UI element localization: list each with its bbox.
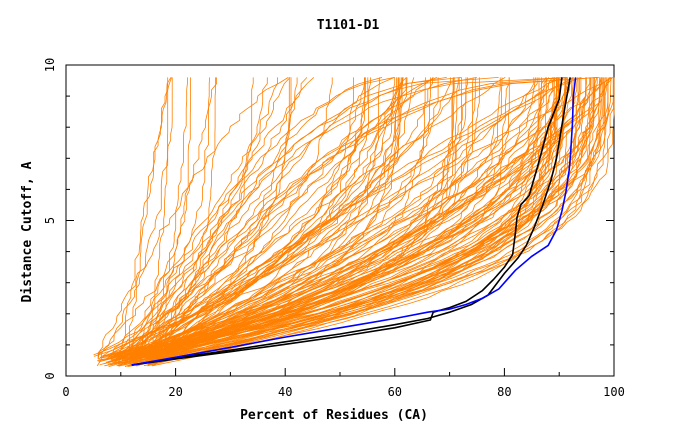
- orange-curve: [138, 77, 600, 356]
- orange-curve: [103, 77, 191, 361]
- orange-curve: [112, 77, 555, 361]
- series-line-1: [131, 77, 563, 366]
- orange-curve: [98, 77, 593, 361]
- series-line-3: [131, 77, 577, 366]
- orange-curve: [142, 77, 550, 357]
- orange-curve: [154, 77, 395, 366]
- orange-curve: [147, 77, 477, 367]
- orange-curve: [124, 77, 607, 363]
- orange-curve: [127, 77, 603, 367]
- x-tick-label: 60: [388, 385, 402, 399]
- orange-curve: [132, 77, 598, 361]
- orange-curve: [119, 77, 395, 361]
- orange-curve: [124, 77, 268, 362]
- y-tick-label: 10: [43, 58, 57, 72]
- orange-curve: [141, 77, 439, 362]
- orange-curve: [139, 77, 169, 361]
- orange-curve: [153, 77, 291, 366]
- orange-curve: [147, 77, 469, 365]
- orange-curve: [102, 77, 365, 357]
- orange-curve: [110, 77, 582, 360]
- orange-curve: [124, 77, 403, 367]
- orange-curve: [122, 77, 578, 364]
- plot-area: 0 20 40 60 80 100 0 5 10: [43, 58, 625, 399]
- y-axis-label: Distance Cutoff, A: [20, 161, 35, 302]
- orange-curve: [111, 77, 604, 364]
- orange-curve: [149, 77, 407, 362]
- orange-curve: [96, 77, 173, 367]
- orange-curve: [153, 77, 611, 360]
- orange-curve: [98, 77, 278, 358]
- x-tick-label: 80: [497, 385, 511, 399]
- y-tick-label: 5: [43, 217, 57, 224]
- orange-curve: [97, 77, 289, 360]
- orange-curve: [146, 77, 188, 357]
- orange-curve: [141, 77, 459, 361]
- orange-curve: [153, 77, 218, 365]
- orange-curve: [139, 77, 467, 357]
- orange-curve: [149, 77, 547, 358]
- orange-curve: [146, 77, 407, 357]
- orange-curve: [117, 77, 455, 367]
- orange-curve: [154, 77, 501, 360]
- orange-curve: [154, 77, 566, 361]
- orange-curve: [139, 77, 415, 362]
- orange-curve: [129, 77, 290, 361]
- orange-curve: [130, 77, 499, 359]
- orange-curve: [127, 77, 558, 363]
- orange-curve: [132, 77, 574, 358]
- orange-curve: [106, 77, 538, 360]
- orange-curve: [150, 77, 455, 359]
- orange-curve: [139, 77, 598, 358]
- x-tick-label: 40: [278, 385, 292, 399]
- orange-curve: [120, 77, 217, 366]
- orange-curve: [153, 77, 292, 366]
- orange-curve: [124, 77, 463, 361]
- orange-curve: [104, 77, 540, 367]
- orange-curve: [124, 77, 598, 359]
- orange-curve: [108, 77, 612, 358]
- orange-curve: [108, 77, 403, 359]
- orange-curve: [114, 77, 397, 356]
- x-tick-label: 20: [168, 385, 182, 399]
- y-tick-label: 0: [43, 372, 57, 379]
- x-tick-label: 100: [603, 385, 625, 399]
- orange-curve: [135, 77, 559, 358]
- orange-curve: [141, 77, 333, 365]
- orange-curve: [144, 77, 603, 364]
- orange-curve: [101, 77, 602, 362]
- orange-curve: [136, 77, 562, 356]
- orange-curve: [112, 77, 506, 364]
- orange-curve: [146, 77, 591, 357]
- orange-curve: [105, 77, 426, 356]
- orange-curve: [136, 77, 568, 357]
- orange-curve: [109, 77, 211, 359]
- orange-curve: [117, 77, 404, 364]
- orange-curve: [151, 77, 383, 366]
- orange-curve: [118, 77, 172, 367]
- orange-curve: [123, 77, 554, 365]
- x-tick-label: 0: [62, 385, 69, 399]
- orange-curve: [118, 77, 579, 362]
- orange-curve: [129, 77, 600, 365]
- x-axis-label: Percent of Residues (CA): [240, 408, 428, 423]
- chart-title: T1101-D1: [317, 18, 380, 33]
